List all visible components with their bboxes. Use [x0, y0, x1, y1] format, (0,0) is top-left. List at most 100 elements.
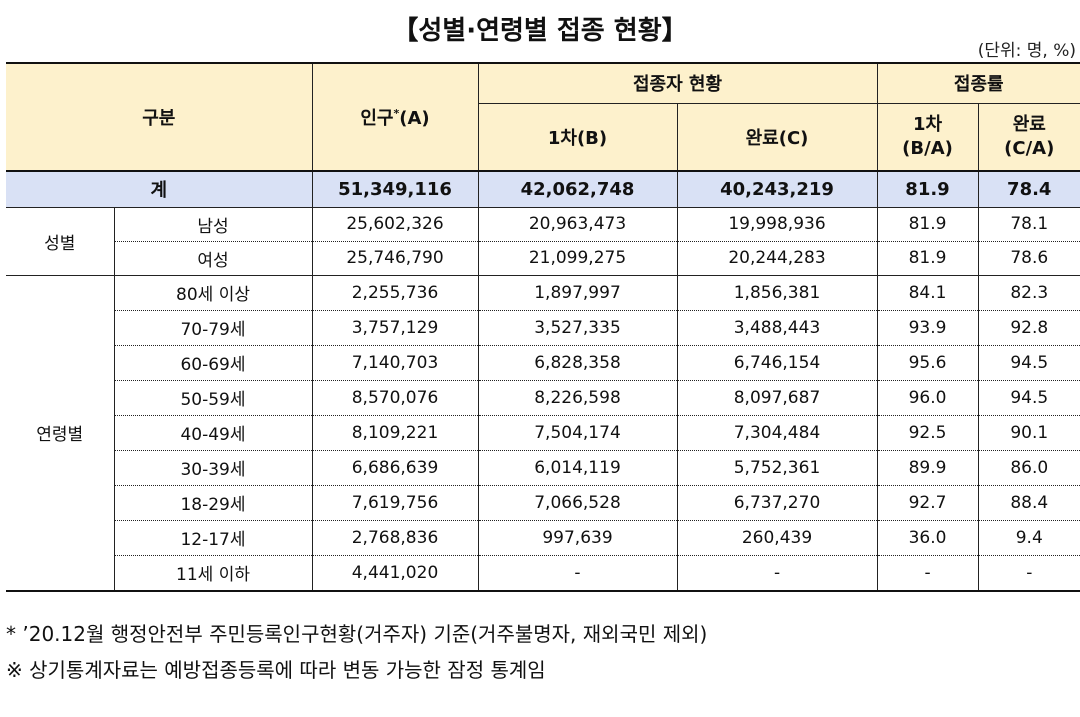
row-label: 70-79세 — [113, 309, 313, 345]
complete-cell: 6,737,270 — [676, 484, 878, 520]
complete-cell: 20,244,283 — [676, 240, 878, 275]
rate-complete-cell: 90.1 — [977, 414, 1080, 450]
first-cell: 20,963,473 — [477, 206, 678, 241]
complete-cell: 1,856,381 — [676, 274, 878, 310]
footnote-mark: * — [393, 107, 400, 120]
row-label: 여성 — [113, 240, 313, 275]
rate-first-cell: 92.5 — [876, 414, 979, 450]
first-cell: 997,639 — [477, 519, 678, 555]
age-group-label: 연령별 — [6, 274, 115, 592]
header-vaccinated-group: 접종자 현황 — [477, 62, 878, 104]
rate-complete-cell: 94.5 — [977, 379, 1080, 415]
first-cell: 7,066,528 — [477, 484, 678, 520]
page-title: 【성별·연령별 접종 현황】 — [392, 16, 688, 46]
table-row: 연령별 80세 이상 2,255,736 1,897,997 1,856,381… — [6, 274, 1080, 592]
row-label: 11세 이하 — [113, 554, 313, 592]
population-cell: 8,570,076 — [311, 379, 479, 415]
population-cell: 2,768,836 — [311, 519, 479, 555]
table-row: 12-17세 2,768,836 997,639 260,439 36.0 9.… — [6, 519, 1080, 555]
rate-first-cell: 92.7 — [876, 484, 979, 520]
header-rate-group: 접종률 — [876, 62, 1080, 104]
total-population: 51,349,116 — [311, 170, 479, 207]
table-row: 60-69세 7,140,703 6,828,358 6,746,154 95.… — [6, 344, 1080, 380]
rate-complete-cell: 86.0 — [977, 449, 1080, 485]
population-cell: 7,619,756 — [311, 484, 479, 520]
population-cell: 2,255,736 — [311, 274, 479, 310]
footnote-provisional: ※ 상기통계자료는 예방접종등록에 따라 변동 가능한 잠정 통계임 — [6, 658, 546, 682]
complete-cell: 7,304,484 — [676, 414, 878, 450]
table-row: 30-39세 6,686,639 6,014,119 5,752,361 89.… — [6, 449, 1080, 485]
rate-first-cell: 81.9 — [876, 206, 979, 241]
rate-first-cell: 36.0 — [876, 519, 979, 555]
first-cell: 6,828,358 — [477, 344, 678, 380]
row-label: 50-59세 — [113, 379, 313, 415]
rate-first-cell: 81.9 — [876, 240, 979, 275]
table-row: 18-29세 7,619,756 7,066,528 6,737,270 92.… — [6, 484, 1080, 520]
table-row: 여성 25,746,790 21,099,275 20,244,283 81.9… — [6, 240, 1080, 275]
first-cell: 3,527,335 — [477, 309, 678, 345]
total-complete: 40,243,219 — [676, 170, 878, 207]
footnote-source: * ’20.12월 행정안전부 주민등록인구현황(거주자) 기준(거주불명자, … — [6, 622, 708, 646]
row-label: 60-69세 — [113, 344, 313, 380]
header-complete: 완료(C) — [676, 103, 878, 171]
complete-cell: - — [676, 554, 878, 592]
rate-first-cell: 84.1 — [876, 274, 979, 310]
row-label: 30-39세 — [113, 449, 313, 485]
total-label: 계 — [6, 170, 313, 207]
row-label: 남성 — [113, 206, 313, 241]
complete-cell: 8,097,687 — [676, 379, 878, 415]
header-first: 1차(B) — [477, 103, 678, 171]
row-label: 12-17세 — [113, 519, 313, 555]
table-row: 40-49세 8,109,221 7,504,174 7,304,484 92.… — [6, 414, 1080, 450]
first-cell: 21,099,275 — [477, 240, 678, 275]
population-cell: 8,109,221 — [311, 414, 479, 450]
row-label: 80세 이상 — [113, 274, 313, 310]
row-label: 18-29세 — [113, 484, 313, 520]
rate-complete-cell: 78.6 — [977, 240, 1080, 275]
first-cell: 6,014,119 — [477, 449, 678, 485]
header-rate-first: 1차 (B/A) — [876, 103, 979, 171]
population-cell: 3,757,129 — [311, 309, 479, 345]
rate-first-cell: 96.0 — [876, 379, 979, 415]
table-row: 11세 이하 4,441,020 - - - - — [6, 554, 1080, 592]
rate-first-cell: 93.9 — [876, 309, 979, 345]
total-first: 42,062,748 — [477, 170, 678, 207]
rate-complete-cell: - — [977, 554, 1080, 592]
population-cell: 6,686,639 — [311, 449, 479, 485]
complete-cell: 3,488,443 — [676, 309, 878, 345]
population-cell: 4,441,020 — [311, 554, 479, 592]
table-row: 70-79세 3,757,129 3,527,335 3,488,443 93.… — [6, 309, 1080, 345]
header-population: 인구*(A) — [311, 62, 479, 171]
rate-complete-cell: 78.1 — [977, 206, 1080, 241]
total-rate-complete: 78.4 — [977, 170, 1080, 207]
gender-group-label: 성별 — [6, 206, 115, 275]
population-cell: 7,140,703 — [311, 344, 479, 380]
table-row: 50-59세 8,570,076 8,226,598 8,097,687 96.… — [6, 379, 1080, 415]
rate-complete-cell: 88.4 — [977, 484, 1080, 520]
header-category: 구분 — [6, 62, 313, 171]
row-label: 40-49세 — [113, 414, 313, 450]
complete-cell: 6,746,154 — [676, 344, 878, 380]
footnotes: * ’20.12월 행정안전부 주민등록인구현황(거주자) 기준(거주불명자, … — [6, 616, 707, 688]
rate-complete-cell: 9.4 — [977, 519, 1080, 555]
rate-first-cell: - — [876, 554, 979, 592]
population-cell: 25,602,326 — [311, 206, 479, 241]
table-row: 성별 남성 25,602,326 20,963,473 19,998,936 8… — [6, 206, 1080, 275]
rate-complete-cell: 92.8 — [977, 309, 1080, 345]
rate-first-cell: 95.6 — [876, 344, 979, 380]
rate-first-cell: 89.9 — [876, 449, 979, 485]
first-cell: 1,897,997 — [477, 274, 678, 310]
complete-cell: 5,752,361 — [676, 449, 878, 485]
first-cell: 8,226,598 — [477, 379, 678, 415]
header-rate-complete: 완료 (C/A) — [977, 103, 1080, 171]
total-row: 계 51,349,116 42,062,748 40,243,219 81.9 … — [6, 170, 1080, 207]
complete-cell: 19,998,936 — [676, 206, 878, 241]
unit-label: (단위: 명, %) — [977, 41, 1076, 61]
rate-complete-cell: 94.5 — [977, 344, 1080, 380]
complete-cell: 260,439 — [676, 519, 878, 555]
total-rate-first: 81.9 — [876, 170, 979, 207]
first-cell: 7,504,174 — [477, 414, 678, 450]
vaccination-table: 구분 인구*(A) 접종자 현황 접종률 1차(B) 완료(C) 1차 (B/A)… — [6, 62, 1080, 592]
rate-complete-cell: 82.3 — [977, 274, 1080, 310]
first-cell: - — [477, 554, 678, 592]
